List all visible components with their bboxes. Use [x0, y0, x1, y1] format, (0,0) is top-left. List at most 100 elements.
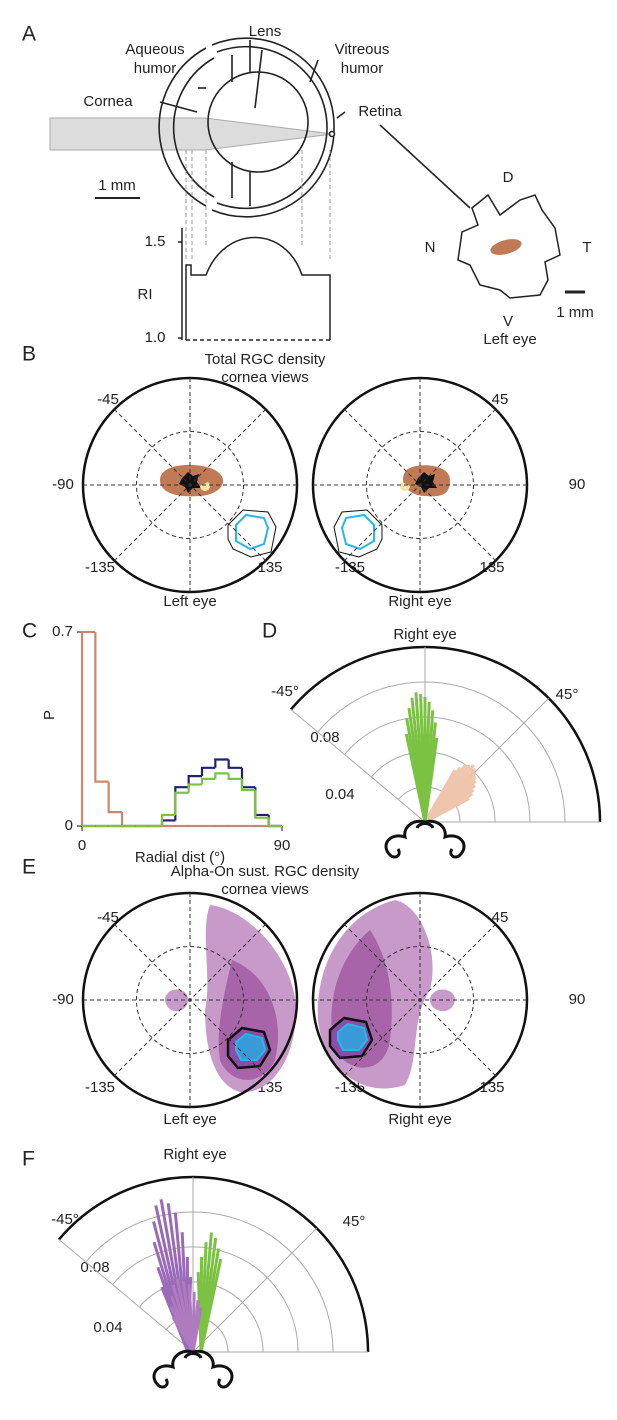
tick-label: 1.5: [145, 233, 166, 250]
polar-spoke: [113, 923, 267, 1077]
polar-spoke: [343, 408, 497, 562]
histogram-step: [254, 789, 269, 819]
angle-label: -135: [335, 1079, 365, 1096]
y-tick-label: 0: [65, 817, 73, 834]
polar-spoke: [343, 923, 497, 1077]
fan-bar: [199, 1258, 223, 1353]
label: V: [503, 313, 513, 330]
eye-label: Right eye: [393, 626, 456, 643]
eye-label: Right eye: [163, 1146, 226, 1163]
fan-bar: [191, 1307, 203, 1353]
panel-label: B: [22, 343, 36, 366]
angle-label: -135: [85, 1079, 115, 1096]
angle-label: -45°: [271, 683, 299, 700]
histogram-step: [227, 773, 242, 780]
angle-label: 135: [479, 559, 504, 576]
highlight: [400, 482, 410, 492]
axis-label: RI: [138, 286, 153, 303]
angle-label: 90: [569, 991, 586, 1008]
title: Total RGC density: [205, 351, 326, 368]
polar-ring: [366, 946, 474, 1054]
histogram-step: [200, 777, 216, 785]
eye-diagram: [158, 37, 471, 218]
angle-label: -45: [97, 909, 119, 926]
drawing: [57, 464, 602, 1389]
tick-label: 1.0: [145, 329, 166, 346]
scale-label: 1 mm: [98, 177, 136, 194]
label: humor: [134, 60, 177, 77]
mouse-head: [152, 1349, 234, 1389]
polar-ring: [397, 786, 461, 823]
histogram-step: [187, 783, 202, 793]
angle-label: -45°: [51, 1211, 79, 1228]
angle-label: 90: [569, 476, 586, 493]
ri-profile: [178, 228, 331, 341]
label: Aqueous: [125, 41, 184, 58]
angle-label: 135: [257, 559, 282, 576]
polar-ring: [370, 751, 496, 823]
angle-label: 45°: [343, 1213, 366, 1230]
polar-ring: [344, 716, 531, 823]
polar-outline: [57, 1175, 370, 1353]
radius-label: 0.04: [93, 1319, 122, 1336]
histogram-step: [80, 630, 96, 826]
histogram-step: [267, 817, 282, 828]
polar-ring: [138, 1281, 264, 1353]
label: T: [582, 239, 591, 256]
y-tick-label: 0.7: [52, 623, 73, 640]
label: Cornea: [83, 93, 133, 110]
roi-inner: [235, 1032, 267, 1061]
radius-label: 0.04: [325, 786, 354, 803]
roi-inner: [337, 1022, 369, 1051]
density-blob: [490, 239, 522, 255]
panel-label: D: [262, 620, 277, 643]
title: Alpha-On sust. RGC density: [171, 863, 360, 880]
roi-inner: [235, 513, 270, 551]
y-axis-label: P: [41, 710, 58, 720]
label: humor: [341, 60, 384, 77]
panel-label: A: [22, 23, 36, 46]
angle-label: -135: [85, 559, 115, 576]
x-tick-label: 90: [274, 837, 291, 854]
histogram-step: [214, 772, 229, 779]
histogram-step: [200, 766, 216, 777]
angle-label: -90: [52, 991, 74, 1008]
label: Retina: [358, 103, 402, 120]
label: D: [503, 169, 514, 186]
histogram: 0 0.7 0 90: [52, 623, 290, 854]
polar-spoke: [58, 1239, 194, 1353]
x-axis-label: Radial dist (°): [135, 849, 225, 866]
title: cornea views: [221, 881, 309, 898]
retina-outline: [457, 193, 561, 299]
polar-ring: [366, 431, 474, 539]
polar-spoke: [113, 408, 267, 562]
histogram-step: [254, 787, 269, 817]
x-tick-label: 0: [78, 837, 86, 854]
fan-bar: [424, 797, 470, 824]
polar-ring: [112, 1246, 299, 1353]
light-cone: [49, 117, 334, 151]
label: Vitreous: [335, 41, 390, 58]
eye-label: Left eye: [163, 1111, 216, 1128]
polar-outline: [289, 645, 602, 823]
eye-label: Left eye: [163, 593, 216, 610]
histogram-step: [187, 775, 202, 788]
label: Lens: [249, 23, 282, 40]
polar-ring: [317, 681, 566, 823]
angle-label: 45: [492, 391, 509, 408]
histogram-step: [160, 813, 176, 826]
angle-label: 45°: [556, 686, 579, 703]
angle-label: -90: [52, 476, 74, 493]
mouse-head: [384, 819, 466, 859]
fan-bar: [423, 737, 439, 823]
polar-ring: [136, 946, 244, 1054]
eye-label: Right eye: [388, 593, 451, 610]
histogram-step: [214, 758, 229, 768]
peak: [179, 472, 201, 493]
scale-label: 1 mm: [556, 304, 594, 321]
histogram-step: [240, 767, 256, 789]
histogram-step: [267, 814, 282, 828]
histogram-step: [227, 759, 242, 769]
polar-ring: [85, 1211, 334, 1353]
